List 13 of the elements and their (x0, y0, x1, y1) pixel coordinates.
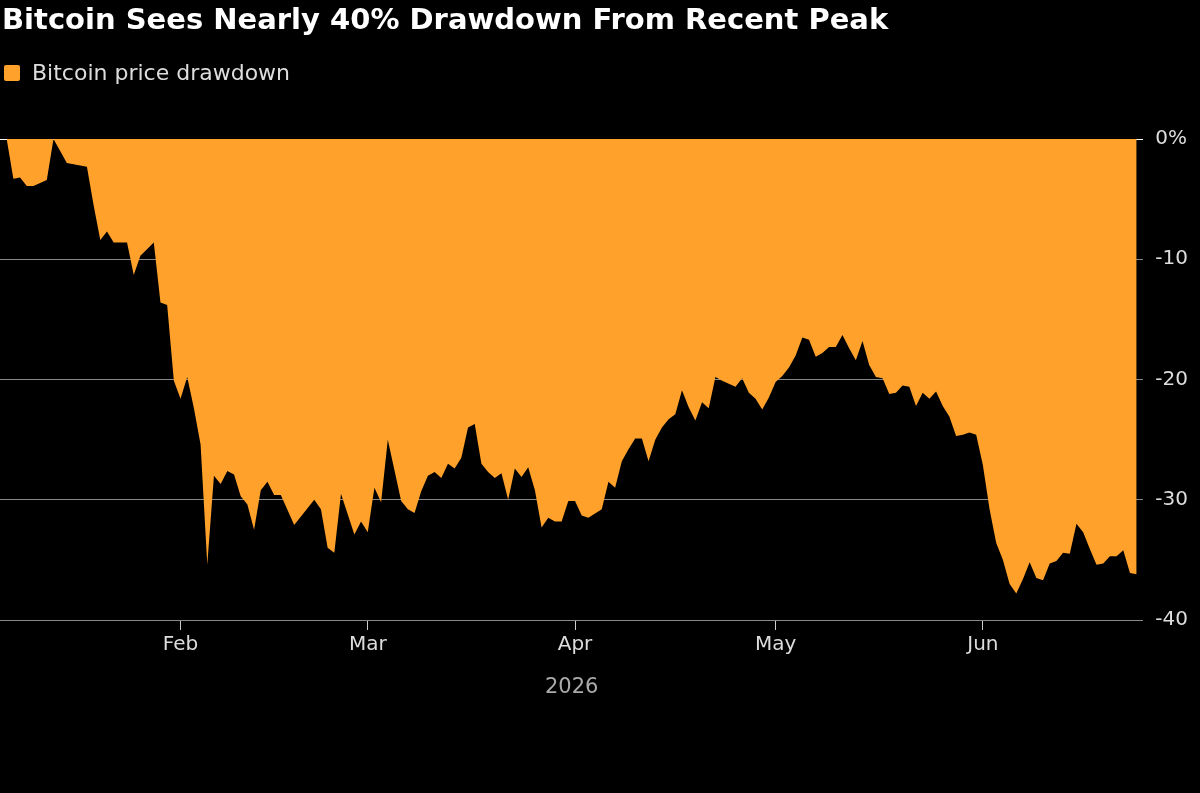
y-tick-label: -40 (1155, 606, 1189, 631)
y-tick-label: -20 (1155, 365, 1189, 390)
y-tick-label: 0% (1155, 125, 1188, 150)
x-tick-label: Mar (348, 631, 388, 656)
x-tick-label: May (754, 631, 797, 656)
chart-title: Bitcoin Sees Nearly 40% Drawdown From Recent Peak (2, 2, 889, 36)
x-tick-label: Feb (162, 631, 199, 656)
legend-label: Bitcoin price drawdown (32, 60, 291, 85)
x-axis-title: 2026 (544, 674, 599, 698)
x-tick-label: Apr (557, 631, 594, 656)
y-tick-label: -30 (1155, 485, 1189, 510)
y-tick-label: -10 (1155, 245, 1189, 270)
x-tick-label: Jun (965, 631, 999, 656)
